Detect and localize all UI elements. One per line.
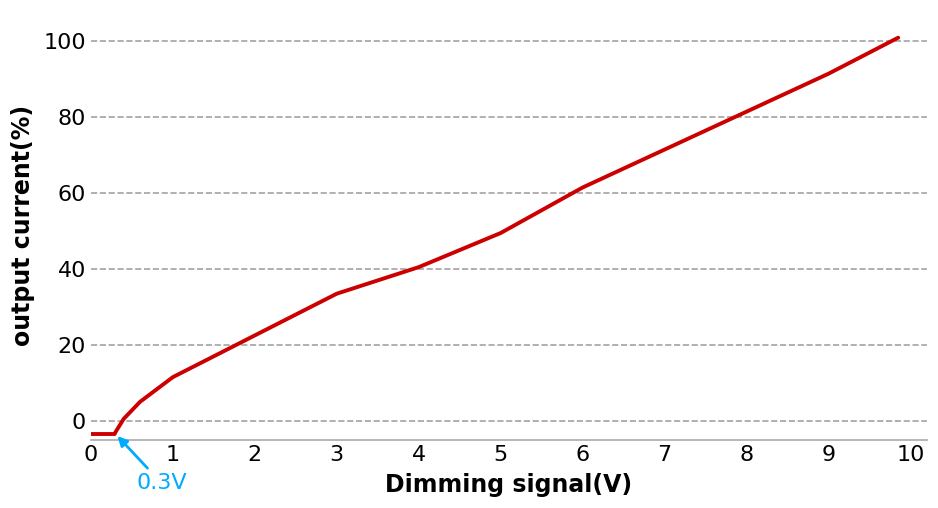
Y-axis label: output current(%): output current(%) (11, 105, 35, 346)
X-axis label: Dimming signal(V): Dimming signal(V) (386, 473, 632, 497)
Text: 0.3V: 0.3V (119, 438, 187, 493)
